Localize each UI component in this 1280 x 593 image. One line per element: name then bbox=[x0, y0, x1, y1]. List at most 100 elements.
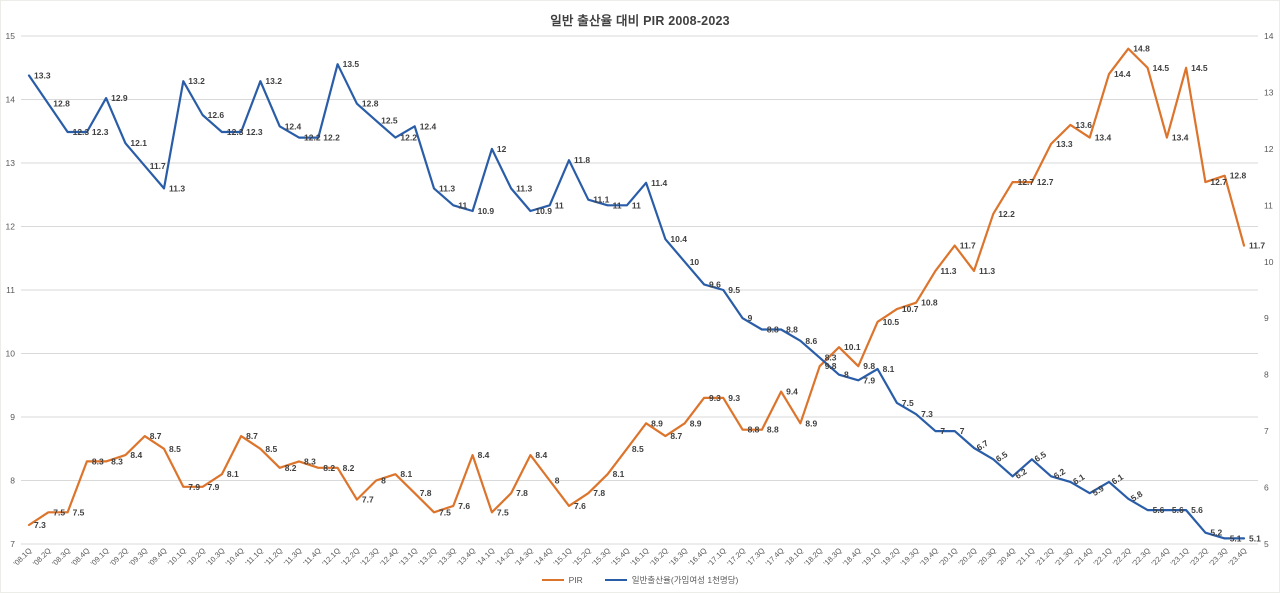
x-axis-label: '23.4Q bbox=[1227, 546, 1249, 568]
data-label: 11.3 bbox=[169, 183, 185, 193]
data-label: 12.7 bbox=[1037, 177, 1054, 187]
data-label: 8.9 bbox=[651, 418, 663, 428]
right-axis-tick-label: 6 bbox=[1264, 483, 1269, 493]
x-axis-label: '21.2Q bbox=[1034, 546, 1056, 568]
data-label: 11.3 bbox=[979, 266, 995, 276]
data-label: 12.3 bbox=[227, 127, 244, 137]
data-label: 12.3 bbox=[246, 127, 263, 137]
data-label: 8.8 bbox=[786, 325, 798, 335]
data-label: 7.5 bbox=[73, 507, 85, 517]
data-label: 11.3 bbox=[940, 266, 956, 276]
data-label: 7.8 bbox=[593, 488, 605, 498]
x-axis-label: '19.3Q bbox=[899, 546, 921, 568]
data-label: 13.4 bbox=[1172, 133, 1189, 143]
legend-item-fertility: 일반출산율(가임여성 1천명당) bbox=[604, 574, 738, 586]
data-label: 8.9 bbox=[805, 418, 817, 428]
data-label: 12.6 bbox=[208, 110, 225, 120]
data-label: 7.5 bbox=[53, 507, 65, 517]
x-axis-label: '13.4Q bbox=[455, 546, 477, 568]
pir-series-line bbox=[27, 47, 1246, 527]
data-label: 7.9 bbox=[863, 375, 875, 385]
data-label: 10.1 bbox=[844, 342, 861, 352]
data-label: 11 bbox=[632, 200, 641, 210]
data-label: 7.5 bbox=[902, 398, 914, 408]
x-axis-label: '10.3Q bbox=[204, 546, 226, 568]
data-label: 8.7 bbox=[150, 431, 162, 441]
data-label: 11.7 bbox=[1249, 241, 1265, 251]
data-label: 7.3 bbox=[921, 409, 933, 419]
x-axis-label: '14.4Q bbox=[532, 546, 554, 568]
data-label: 12.2 bbox=[998, 209, 1015, 219]
data-label: 12.5 bbox=[381, 116, 398, 126]
data-label: 10.4 bbox=[670, 234, 687, 244]
data-label: 8.4 bbox=[130, 450, 142, 460]
data-label: 8 bbox=[381, 476, 386, 486]
pir-legend-label: PIR bbox=[568, 575, 583, 585]
data-label: 8.6 bbox=[805, 336, 817, 346]
data-label: 5.1 bbox=[1249, 533, 1261, 543]
x-axis-label: '17.2Q bbox=[725, 546, 747, 568]
x-axis-label: '18.2Q bbox=[802, 546, 824, 568]
x-axis-label: '22.3Q bbox=[1130, 546, 1152, 568]
data-label: 12.9 bbox=[111, 93, 128, 103]
data-label: 8 bbox=[555, 476, 560, 486]
left-axis-tick-label: 13 bbox=[6, 158, 16, 168]
right-axis-tick-label: 12 bbox=[1264, 144, 1274, 154]
x-axis-label: '17.4Q bbox=[764, 546, 786, 568]
x-axis-label: '16.2Q bbox=[648, 546, 670, 568]
data-label: 12.2 bbox=[323, 133, 340, 143]
x-axis-label: '10.1Q bbox=[166, 546, 188, 568]
data-label: 8.2 bbox=[343, 463, 355, 473]
data-label: 9.8 bbox=[863, 361, 875, 371]
data-label: 8.3 bbox=[92, 456, 104, 466]
x-axis-label: '16.4Q bbox=[687, 546, 709, 568]
x-axis-label: '21.4Q bbox=[1072, 546, 1094, 568]
x-axis-label: '08.1Q bbox=[12, 546, 34, 568]
data-label: 6.2 bbox=[1013, 466, 1029, 481]
data-label: 9.8 bbox=[825, 361, 837, 371]
right-axis-tick-label: 7 bbox=[1264, 426, 1269, 436]
data-label: 7.3 bbox=[34, 520, 46, 530]
data-label: 10.9 bbox=[535, 206, 552, 216]
data-label: 8.5 bbox=[265, 444, 277, 454]
right-axis-tick-label: 10 bbox=[1264, 257, 1274, 267]
right-axis-tick-label: 13 bbox=[1264, 87, 1274, 97]
data-label: 12.2 bbox=[400, 133, 417, 143]
x-axis-label: '15.2Q bbox=[571, 546, 593, 568]
x-axis-label: '13.3Q bbox=[436, 546, 458, 568]
x-axis-label: '18.4Q bbox=[841, 546, 863, 568]
data-label: 12 bbox=[497, 144, 507, 154]
data-label: 12.7 bbox=[1018, 177, 1035, 187]
x-axis-label: '11.1Q bbox=[243, 546, 265, 568]
data-label: 10 bbox=[690, 257, 700, 267]
data-label: 8.7 bbox=[670, 431, 682, 441]
data-label: 11.4 bbox=[651, 178, 667, 188]
data-label: 7.5 bbox=[439, 507, 451, 517]
data-label: 8.7 bbox=[246, 431, 258, 441]
data-label: 7.7 bbox=[362, 495, 374, 505]
data-label: 13.3 bbox=[34, 71, 51, 81]
data-label: 8.8 bbox=[767, 425, 779, 435]
left-axis-tick-label: 14 bbox=[6, 95, 16, 105]
x-axis-label: '12.2Q bbox=[339, 546, 361, 568]
data-label: 5.2 bbox=[1210, 528, 1222, 538]
data-label: 8 bbox=[844, 370, 849, 380]
data-label: 14.4 bbox=[1114, 69, 1131, 79]
data-label: 14.8 bbox=[1133, 44, 1150, 54]
left-axis-tick-label: 15 bbox=[6, 31, 16, 41]
data-label: 12.3 bbox=[92, 127, 109, 137]
x-axis-label: '16.3Q bbox=[667, 546, 689, 568]
x-axis-label: '14.1Q bbox=[474, 546, 496, 568]
left-axis-tick-label: 12 bbox=[6, 222, 16, 232]
x-axis-label: '11.4Q bbox=[301, 546, 323, 568]
data-label: 12.8 bbox=[362, 99, 379, 109]
x-axis-label: '21.3Q bbox=[1053, 546, 1075, 568]
x-axis-label: '14.2Q bbox=[494, 546, 516, 568]
x-axis-label: '08.3Q bbox=[50, 546, 72, 568]
data-label: 12.2 bbox=[304, 133, 321, 143]
x-axis-label: '15.4Q bbox=[609, 546, 631, 568]
data-label: 12.7 bbox=[1210, 177, 1227, 187]
x-axis-label: '20.3Q bbox=[976, 546, 998, 568]
data-label: 14.5 bbox=[1191, 63, 1208, 73]
